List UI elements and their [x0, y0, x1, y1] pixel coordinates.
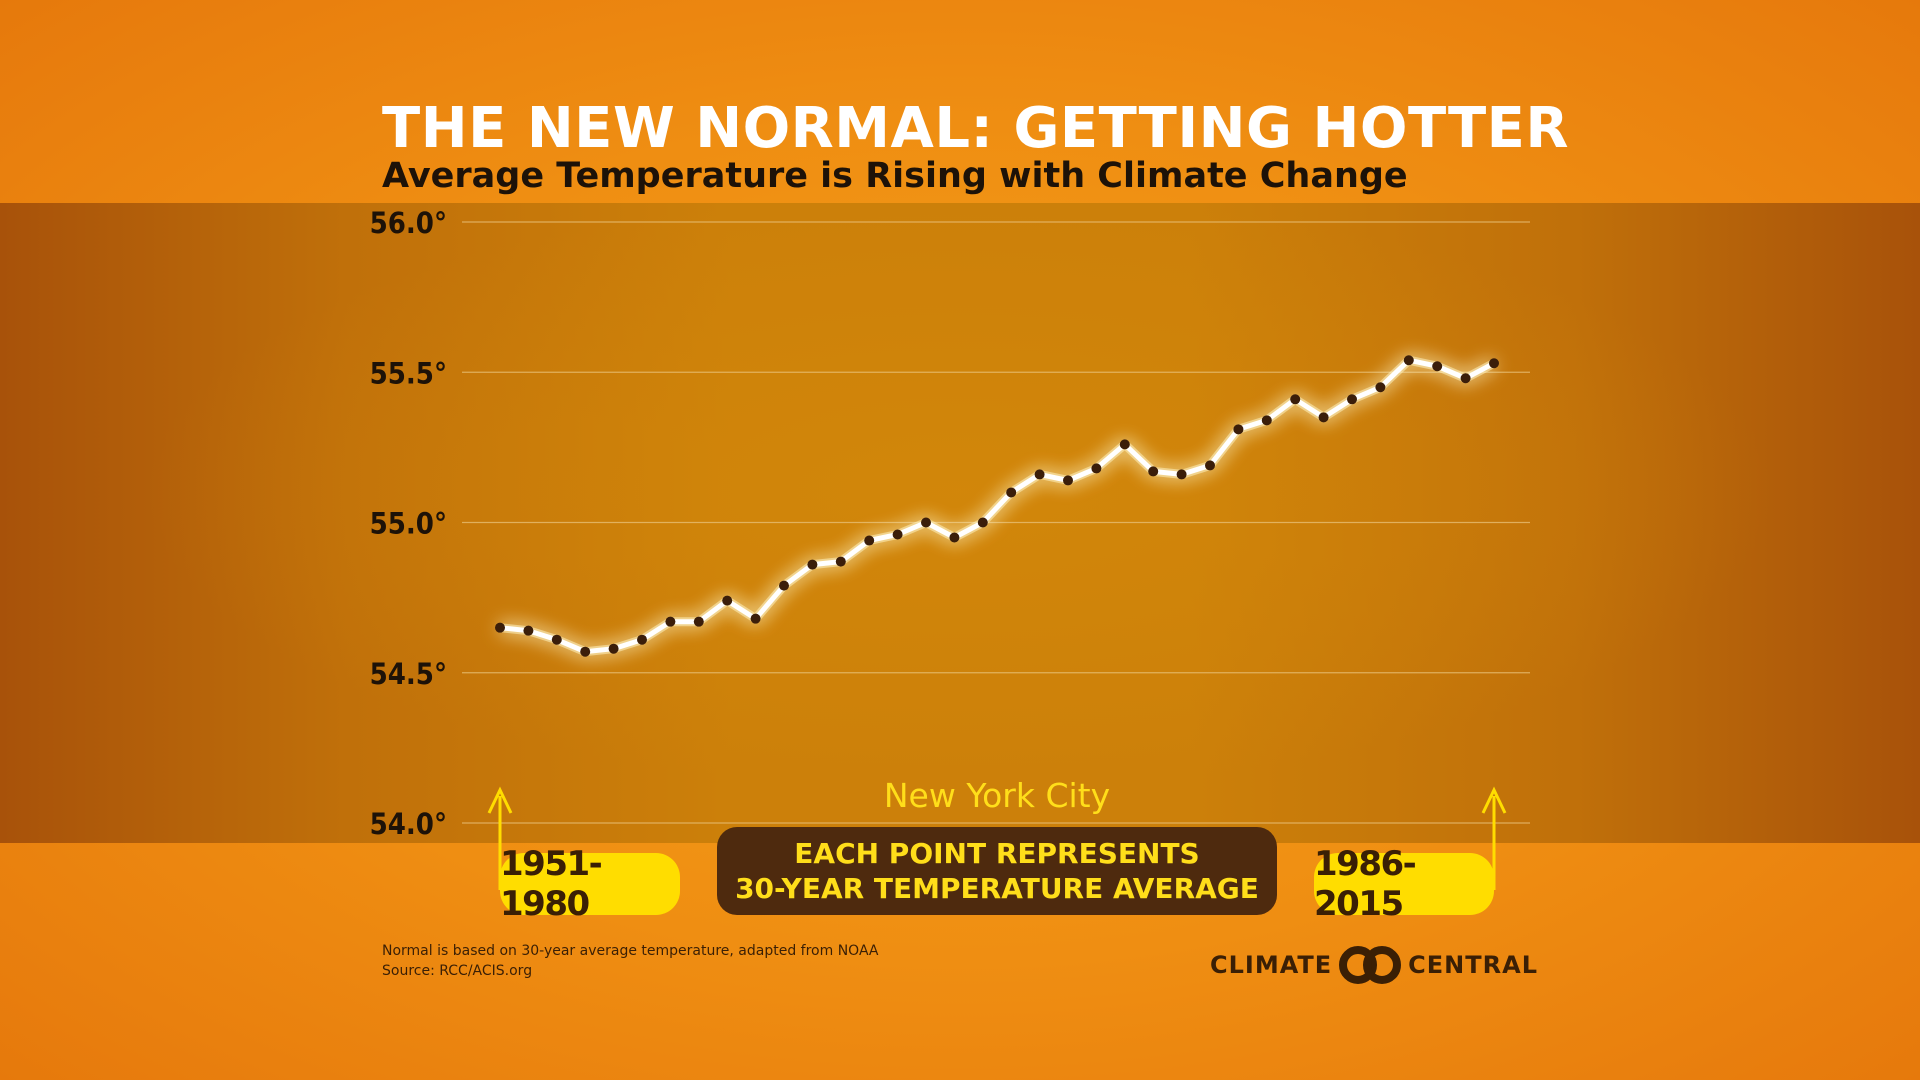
data-point: [1006, 487, 1017, 498]
data-point: [1489, 358, 1499, 369]
brand-word-right: CENTRAL: [1408, 951, 1538, 979]
y-axis-ticks: 56.0° 55.5° 55.0° 54.5° 54.0°: [370, 206, 447, 841]
end-arrow-head: [1481, 786, 1507, 814]
data-point: [1460, 373, 1471, 384]
data-point: [637, 634, 647, 645]
end-period-badge: 1986-2015: [1314, 844, 1494, 924]
data-point: [835, 556, 846, 567]
data-point: [1205, 460, 1215, 471]
start-period-badge: 1951-1980: [500, 844, 680, 924]
data-point: [608, 643, 619, 654]
city-label: New York City: [883, 776, 1111, 815]
chart-subtitle: Average Temperature is Rising with Clima…: [382, 156, 1408, 196]
note-line-2: 30-YEAR TEMPERATURE AVERAGE: [735, 872, 1259, 905]
data-point: [495, 622, 505, 633]
chart-title: THE NEW NORMAL: GETTING HOTTER: [382, 96, 1570, 161]
data-point: [1261, 415, 1272, 426]
data-point: [807, 559, 818, 570]
data-point: [665, 616, 676, 627]
series-line: [497, 357, 1497, 655]
series-new-york-city: [495, 355, 1499, 657]
data-point: [1034, 469, 1045, 480]
note-badge: EACH POINT REPRESENTS 30-YEAR TEMPERATUR…: [717, 827, 1277, 915]
data-point: [1091, 463, 1102, 474]
data-point: [1347, 394, 1357, 405]
data-point: [1318, 412, 1329, 423]
y-tick-label: 55.0°: [370, 507, 447, 541]
data-point: [693, 616, 704, 627]
grid-lines: [462, 221, 1530, 824]
footnote: Normal is based on 30-year average tempe…: [382, 941, 879, 981]
data-point: [1176, 469, 1187, 480]
data-point: [551, 634, 562, 645]
data-point: [750, 613, 761, 624]
data-point: [523, 625, 534, 636]
y-tick-label: 54.0°: [370, 807, 447, 841]
data-point: [580, 646, 591, 657]
data-point: [1432, 361, 1443, 372]
data-point: [779, 580, 789, 591]
y-tick-label: 54.5°: [370, 657, 447, 691]
logo-rings-icon: [1339, 946, 1402, 984]
brand-word-left: CLIMATE: [1210, 951, 1333, 979]
climate-central-logo: CLIMATE CENTRAL: [1210, 944, 1538, 986]
data-point: [864, 535, 875, 546]
data-point: [1375, 382, 1386, 393]
data-point: [1119, 439, 1130, 450]
data-point: [977, 517, 988, 528]
data-point: [1403, 355, 1414, 366]
data-point: [1063, 475, 1073, 486]
data-point: [1148, 466, 1159, 477]
start-arrow-head: [487, 786, 513, 814]
data-point: [1233, 424, 1244, 435]
data-point: [1290, 394, 1301, 405]
data-point: [892, 529, 903, 540]
footnote-note: Normal is based on 30-year average tempe…: [382, 943, 879, 959]
data-point: [722, 595, 733, 606]
footnote-source: Source: RCC/ACIS.org: [382, 963, 533, 979]
note-line-1: EACH POINT REPRESENTS: [794, 837, 1200, 870]
y-tick-label: 55.5°: [370, 356, 447, 390]
y-tick-label: 56.0°: [370, 206, 447, 240]
data-point: [949, 532, 960, 543]
data-point: [921, 517, 931, 528]
